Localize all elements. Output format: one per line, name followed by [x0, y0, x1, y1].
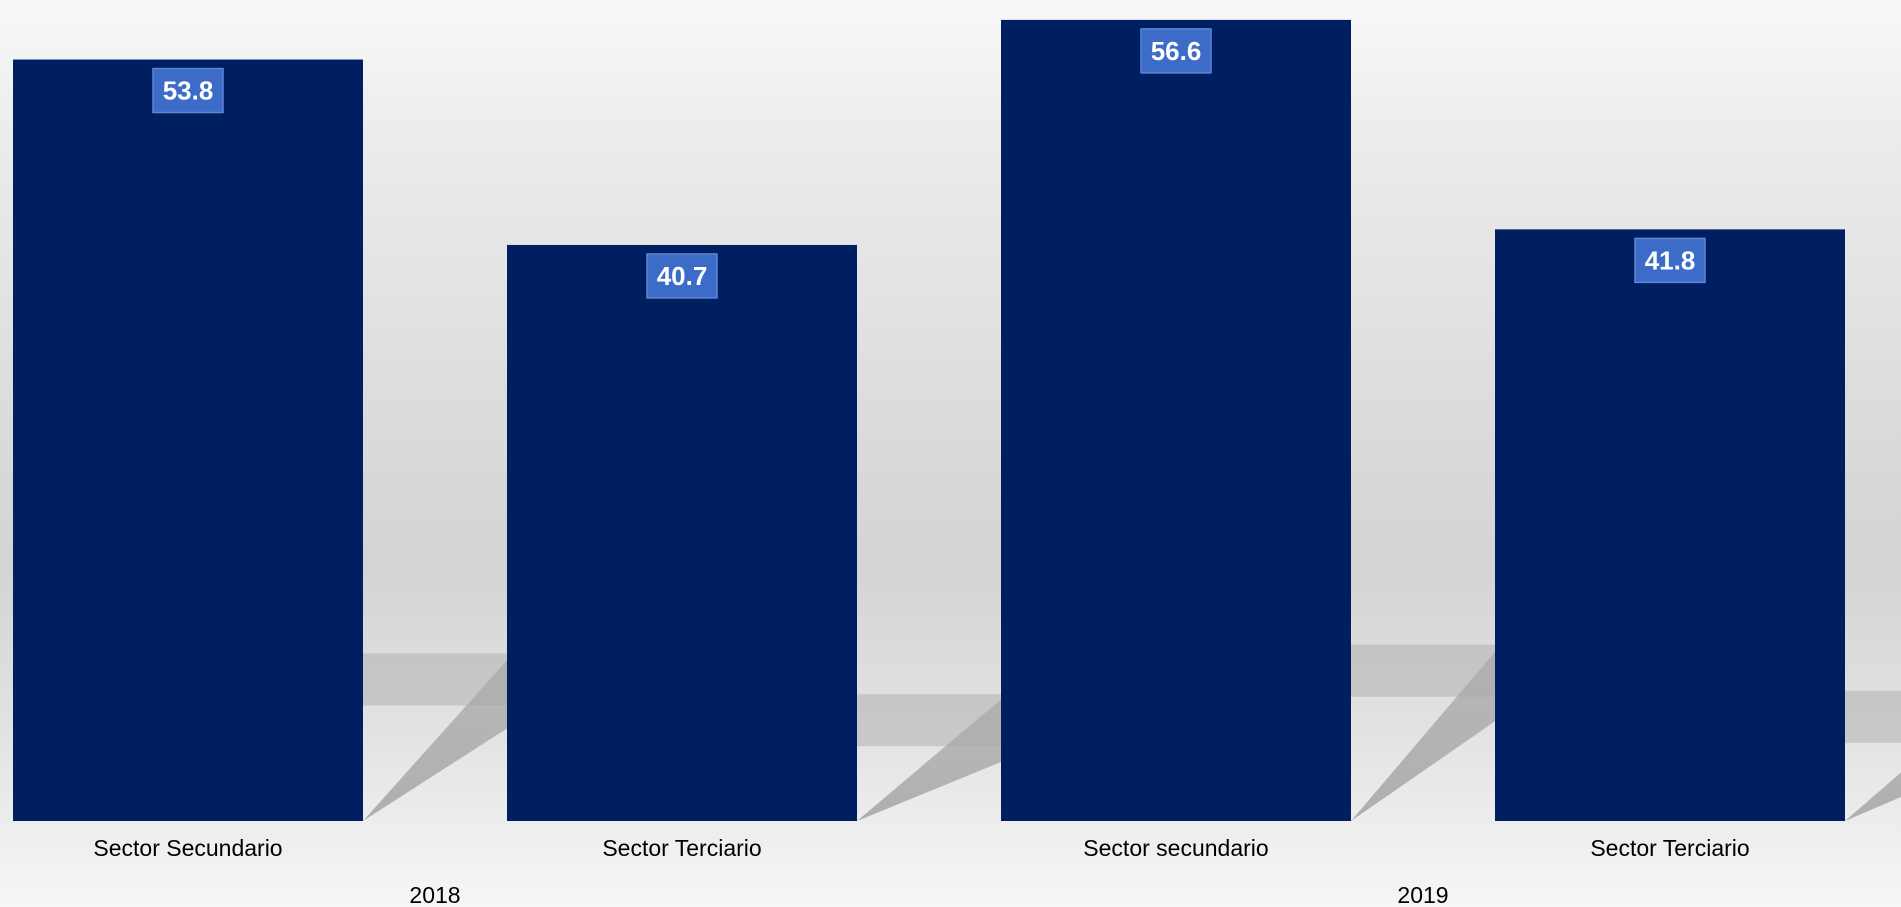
group-label: 2018 [409, 882, 460, 907]
bar-shadow-band [1845, 690, 1901, 743]
bar [507, 244, 857, 821]
data-label: 41.8 [1645, 245, 1696, 275]
bar [1001, 19, 1351, 821]
data-label-box [1634, 237, 1706, 284]
category-label: Sector Secundario [93, 835, 282, 861]
bar-shadow-band [1351, 644, 1495, 697]
category-label: Sector Terciario [1590, 835, 1749, 861]
data-label-box [1140, 28, 1212, 74]
bar-shadows [363, 644, 1901, 821]
group-axis-labels: 2018 2019 [409, 882, 1448, 907]
data-labels: 53.8 40.7 56.6 41.8 [152, 28, 1706, 299]
data-label: 56.6 [1151, 36, 1202, 66]
bar-shadow-band [857, 694, 1001, 747]
category-axis-labels: Sector Secundario Sector Terciario Sector … [93, 835, 1749, 861]
bars [13, 19, 1845, 822]
bar-shadow [363, 653, 538, 821]
data-label-box [152, 67, 224, 114]
data-label-box [646, 253, 718, 299]
group-label: 2019 [1397, 882, 1448, 907]
category-label: Sector Terciario [602, 835, 761, 861]
bar-shadow [1351, 644, 1526, 821]
bar [13, 59, 363, 821]
bar [1495, 229, 1845, 822]
bar-shadow [1845, 772, 1901, 821]
bar-shadow [857, 694, 1032, 821]
data-label: 40.7 [657, 261, 708, 291]
bar-shadow-band [363, 653, 507, 706]
data-label: 53.8 [163, 76, 214, 106]
category-label: Sector secundario [1083, 835, 1268, 861]
